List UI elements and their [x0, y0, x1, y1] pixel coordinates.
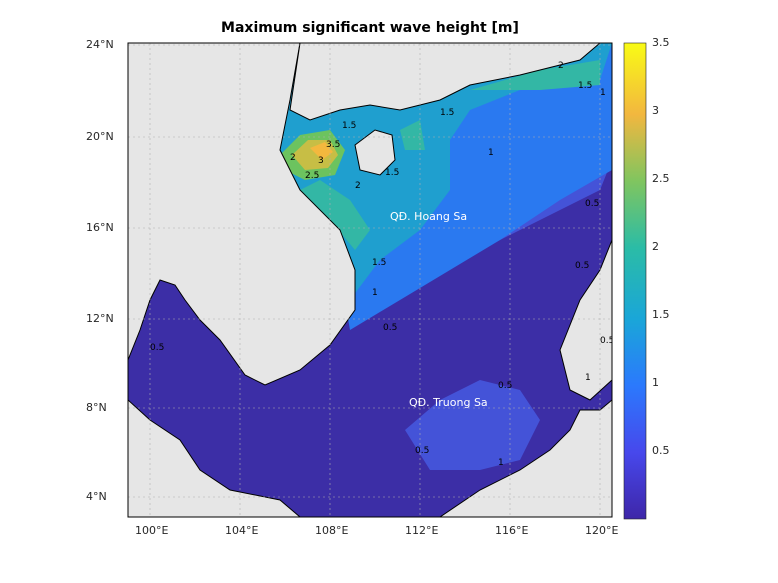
contour-label: 2	[290, 153, 296, 163]
map-frame	[127, 42, 613, 518]
truong-sa-label: QĐ. Truong Sa	[409, 396, 488, 409]
contour-label: 1.5	[342, 121, 356, 131]
map-title: Maximum significant wave height [m]	[221, 20, 519, 36]
y-tick-label: 12°N	[86, 312, 114, 325]
colorbar-tick-label: 2	[652, 240, 659, 253]
colorbar-tick-label: 3.5	[652, 36, 670, 49]
x-tick-label: 120°E	[585, 524, 619, 537]
x-tick-label: 104°E	[225, 524, 259, 537]
colorbar-tick-label: 0.5	[652, 444, 670, 457]
contour-label: 0.5	[415, 446, 429, 456]
contour-label: 3.5	[326, 140, 340, 150]
y-tick-label: 8°N	[86, 401, 107, 414]
borneo-land	[439, 399, 612, 517]
colorbar-tick-label: 1	[652, 376, 659, 389]
malay-land	[128, 399, 301, 517]
y-tick-label: 16°N	[86, 221, 114, 234]
zone-2-hainan	[400, 120, 425, 150]
contour-label: 2	[355, 181, 361, 191]
contour-label: 0.5	[150, 343, 164, 353]
contour-label: 3	[318, 156, 324, 166]
philippines-land	[559, 239, 612, 401]
x-tick-label: 112°E	[405, 524, 439, 537]
colorbar-tick-label: 2.5	[652, 172, 670, 185]
colorbar-tick-label: 3	[652, 104, 659, 117]
contour-label: 0.5	[498, 381, 512, 391]
contour-label: 0.5	[600, 336, 614, 346]
indochina-land	[128, 43, 356, 386]
zone-2-taiwan	[470, 60, 600, 90]
y-tick-label: 24°N	[86, 38, 114, 51]
contour-label: 2.5	[305, 171, 319, 181]
contour-label: 1	[585, 373, 591, 383]
contour-label: 1	[488, 148, 494, 158]
zone-truong-sa	[405, 380, 540, 470]
contour-label: 0.5	[575, 261, 589, 271]
colorbar	[623, 42, 647, 520]
graticule	[128, 43, 612, 517]
x-tick-label: 116°E	[495, 524, 529, 537]
contour-label: 0.5	[585, 199, 599, 209]
contour-label: 1.5	[440, 108, 454, 118]
zone-3-5	[310, 142, 333, 160]
contour-label: 0.5	[383, 323, 397, 333]
contour-label: 1.5	[385, 168, 399, 178]
x-tick-label: 108°E	[315, 524, 349, 537]
contour-label: 1	[600, 88, 606, 98]
y-tick-label: 20°N	[86, 130, 114, 143]
x-tick-label: 100°E	[135, 524, 169, 537]
hoang-sa-label: QĐ. Hoang Sa	[390, 210, 468, 223]
y-tick-label: 4°N	[86, 490, 107, 503]
contour-label: 2	[558, 61, 564, 71]
contour-label: 1.5	[578, 81, 592, 91]
hainan-land	[354, 129, 396, 176]
contour-label: 1	[498, 458, 504, 468]
zone-2-gulf	[300, 180, 370, 250]
colorbar-tick-label: 1.5	[652, 308, 670, 321]
contour-label: 1	[372, 288, 378, 298]
contour-label: 1.5	[372, 258, 386, 268]
